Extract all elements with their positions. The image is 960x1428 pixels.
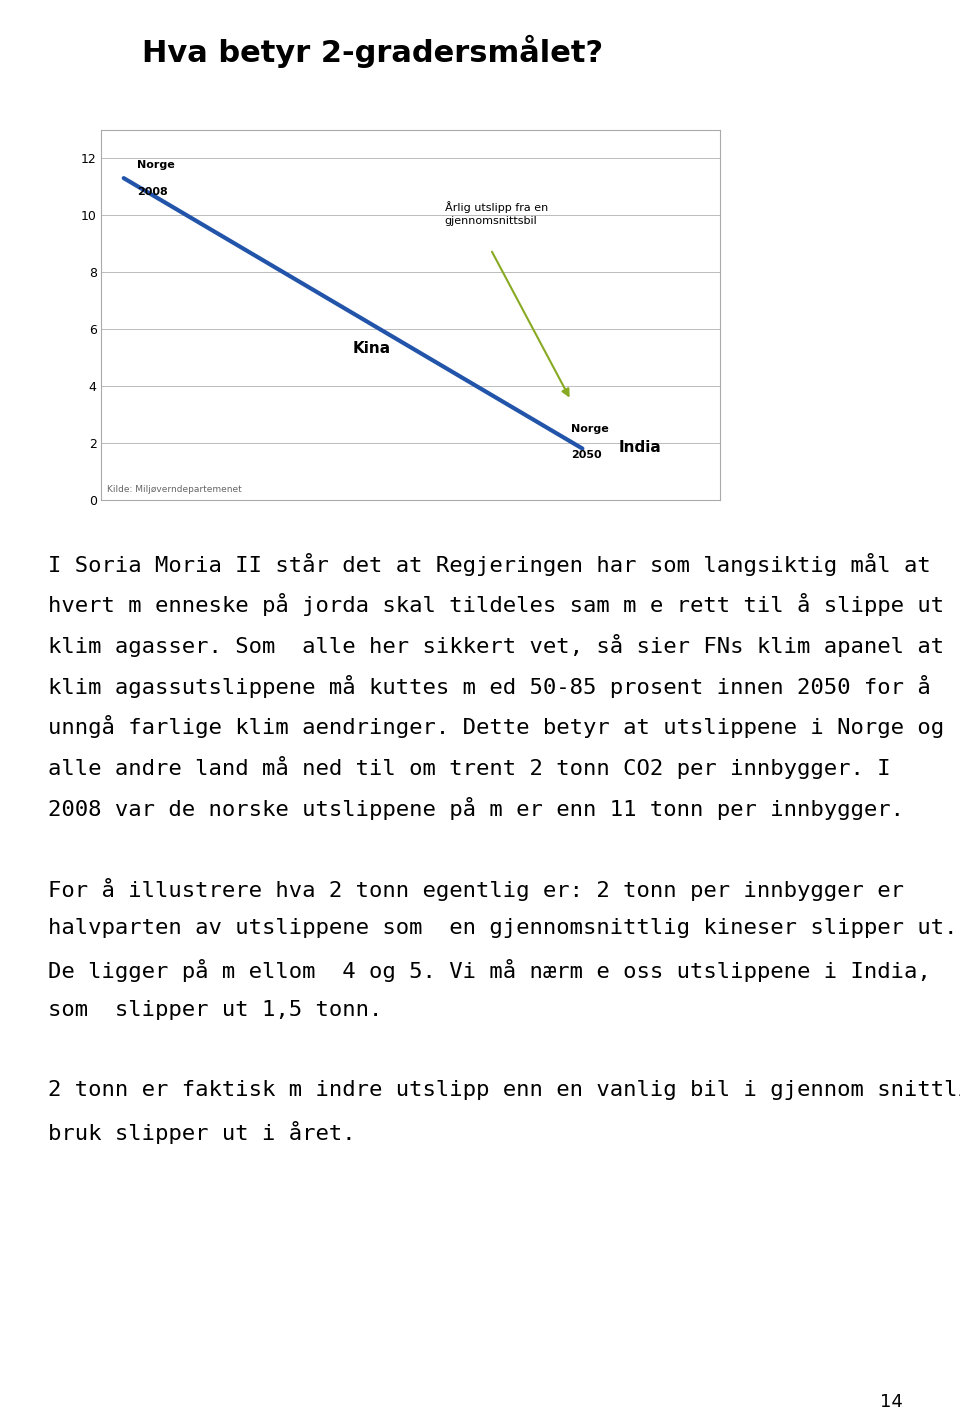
Text: India: India xyxy=(619,440,661,454)
Text: 14: 14 xyxy=(879,1392,902,1411)
Text: 14: 14 xyxy=(53,491,77,510)
Text: Kina: Kina xyxy=(353,341,391,357)
Text: Hva betyr 2-gradersmålet?: Hva betyr 2-gradersmålet? xyxy=(142,34,604,67)
Text: Kilde: Miljøverndepartemenet: Kilde: Miljøverndepartemenet xyxy=(107,486,242,494)
Text: 2050: 2050 xyxy=(571,450,602,460)
Text: 2 tonn er faktisk m indre utslipp enn en vanlig bil i gjennom snittlig: 2 tonn er faktisk m indre utslipp enn en… xyxy=(48,1081,960,1101)
Text: De ligger på m ellom  4 og 5. Vi må nærm e oss utslippene i India,: De ligger på m ellom 4 og 5. Vi må nærm … xyxy=(48,960,931,982)
Text: 2008: 2008 xyxy=(137,187,168,197)
Text: I Soria Moria II står det at Regjeringen har som langsiktig mål at: I Soria Moria II står det at Regjeringen… xyxy=(48,553,931,575)
Text: alle andre land må ned til om trent 2 tonn CO2 per innbygger. I: alle andre land må ned til om trent 2 to… xyxy=(48,757,891,780)
Text: bruk slipper ut i året.: bruk slipper ut i året. xyxy=(48,1121,355,1144)
Text: hvert m enneske på jorda skal tildeles sam m e rett til å slippe ut: hvert m enneske på jorda skal tildeles s… xyxy=(48,594,944,617)
Text: Norge: Norge xyxy=(137,160,176,170)
Text: som  slipper ut 1,5 tonn.: som slipper ut 1,5 tonn. xyxy=(48,1000,382,1020)
Text: unngå farlige klim aendringer. Dette betyr at utslippene i Norge og: unngå farlige klim aendringer. Dette bet… xyxy=(48,715,944,738)
Text: Norge: Norge xyxy=(571,424,609,434)
Text: 2008 var de norske utslippene på m er enn 11 tonn per innbygger.: 2008 var de norske utslippene på m er en… xyxy=(48,797,904,820)
Text: For å illustrere hva 2 tonn egentlig er: 2 tonn per innbygger er: For å illustrere hva 2 tonn egentlig er:… xyxy=(48,877,904,901)
Text: klim agassutslippene må kuttes m ed 50-85 prosent innen 2050 for å: klim agassutslippene må kuttes m ed 50-8… xyxy=(48,674,931,698)
Text: halvparten av utslippene som  en gjennomsnittlig kineser slipper ut.: halvparten av utslippene som en gjennoms… xyxy=(48,918,957,938)
Text: klim agasser. Som  alle her sikkert vet, så sier FNs klim apanel at: klim agasser. Som alle her sikkert vet, … xyxy=(48,634,944,657)
Text: Årlig utslipp fra en
gjennomsnittsbil: Årlig utslipp fra en gjennomsnittsbil xyxy=(444,201,548,226)
